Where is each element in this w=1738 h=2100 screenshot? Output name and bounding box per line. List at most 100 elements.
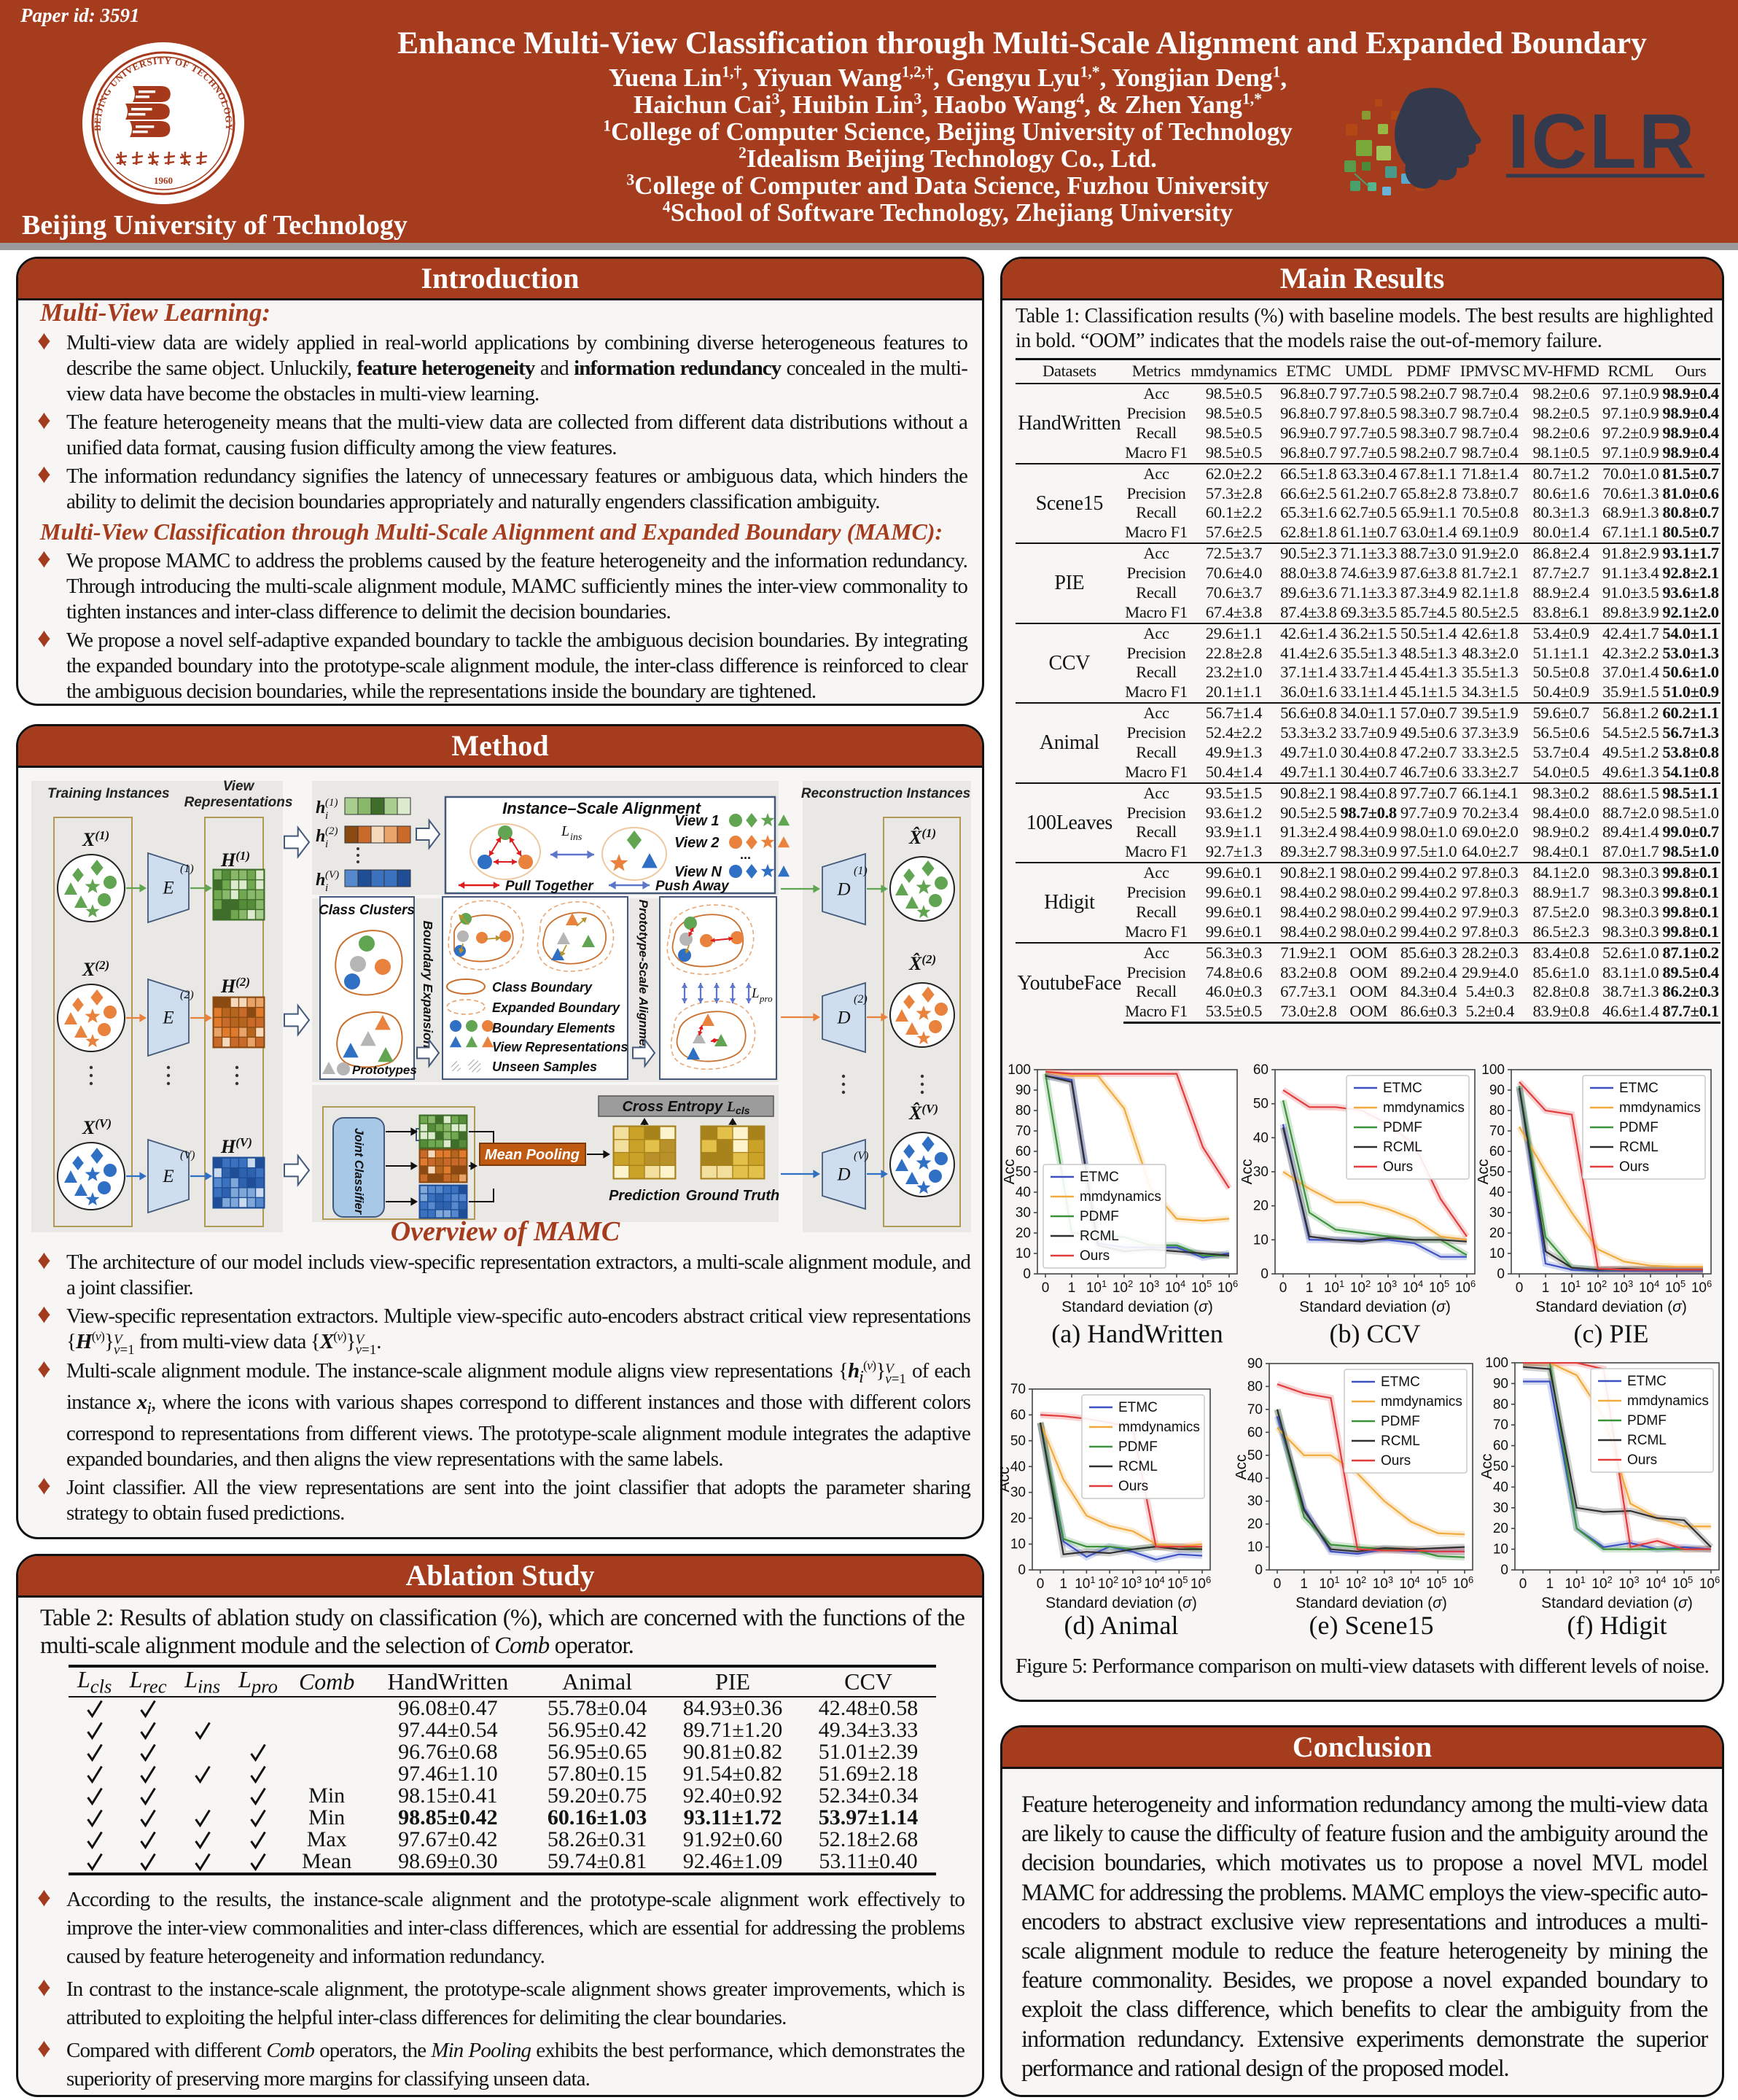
svg-text:Representations: Representations [184,795,293,810]
svg-text:PDMF: PDMF [1627,1413,1667,1428]
svg-text:103: 103 [1373,1574,1393,1592]
svg-text:104: 104 [1144,1574,1164,1592]
svg-text:RCML: RCML [1383,1140,1422,1155]
svg-text:View Representations: View Representations [492,1040,628,1054]
svg-text:102: 102 [1346,1574,1366,1592]
svg-text:RCML: RCML [1080,1229,1119,1244]
svg-text:70: 70 [1493,1418,1508,1433]
svg-text:Pull Together: Pull Together [505,879,594,894]
svg-text:(2): (2) [854,993,868,1006]
svg-text:40: 40 [1010,1459,1026,1474]
svg-text:Reconstruction Instances: Reconstruction Instances [801,786,970,801]
svg-text:ICLR: ICLR [1508,98,1696,184]
svg-text:Standard deviation (σ): Standard deviation (σ) [1045,1595,1197,1611]
svg-text:60: 60 [1489,1144,1505,1159]
svg-text:106: 106 [1453,1574,1473,1592]
svg-text:(1): (1) [180,863,194,875]
svg-text:30: 30 [1253,1164,1269,1180]
svg-text:0: 0 [1260,1267,1269,1282]
svg-text:E: E [162,1167,174,1186]
svg-text:103: 103 [1376,1278,1397,1296]
svg-text:101: 101 [1075,1574,1095,1592]
svg-text:50: 50 [1010,1434,1026,1449]
svg-text:pro: pro [759,993,773,1004]
svg-text:20: 20 [1247,1517,1263,1532]
svg-text:1: 1 [1300,1576,1308,1592]
svg-text:70: 70 [1016,1124,1031,1139]
svg-text:90: 90 [1493,1376,1508,1391]
svg-text:Joint Classifier: Joint Classifier [352,1128,365,1216]
svg-text:Ours: Ours [1619,1159,1649,1175]
svg-text:105: 105 [1426,1574,1446,1592]
svg-text:RCML: RCML [1118,1459,1158,1474]
svg-text:105: 105 [1672,1574,1693,1592]
svg-text:20: 20 [1489,1226,1505,1241]
svg-text:mmdynamics: mmdynamics [1383,1100,1465,1116]
svg-text:106: 106 [1217,1278,1238,1296]
svg-text:30: 30 [1010,1485,1026,1501]
svg-text:h: h [316,798,325,817]
svg-text:Training Instances: Training Instances [47,786,170,801]
svg-text:View 2: View 2 [674,835,720,851]
svg-text:40: 40 [1493,1479,1508,1495]
svg-text:0: 0 [1500,1563,1508,1578]
svg-text:104: 104 [1165,1278,1185,1296]
svg-text:Ground Truth: Ground Truth [686,1188,780,1204]
svg-text:Expanded Boundary: Expanded Boundary [492,1000,620,1015]
svg-text:106: 106 [1699,1574,1720,1592]
svg-text:103: 103 [1613,1278,1633,1296]
svg-text:E: E [162,879,174,898]
svg-text:RCML: RCML [1619,1140,1659,1155]
svg-text:Standard deviation (σ): Standard deviation (σ) [1535,1299,1687,1315]
svg-text:102: 102 [1591,1574,1612,1592]
svg-text:ETMC: ETMC [1383,1081,1422,1096]
svg-text:1960: 1960 [154,175,173,186]
svg-text:90: 90 [1016,1083,1031,1098]
svg-text:70: 70 [1010,1383,1026,1397]
svg-text:Acc: Acc [1000,1466,1013,1492]
svg-text:1: 1 [1542,1280,1550,1296]
svg-text:80: 80 [1493,1397,1508,1412]
svg-text:Standard deviation (σ): Standard deviation (σ) [1299,1299,1451,1315]
svg-text:D: D [836,1008,850,1028]
svg-text:10: 10 [1489,1246,1505,1261]
svg-text:1: 1 [1068,1280,1076,1296]
svg-text:105: 105 [1665,1278,1686,1296]
svg-text:PDMF: PDMF [1080,1209,1119,1224]
svg-text:Prototype-Scale Alignment: Prototype-Scale Alignment [636,900,650,1059]
svg-text:0: 0 [1037,1576,1045,1592]
svg-text:Push Away: Push Away [655,879,730,894]
svg-text:50: 50 [1489,1164,1505,1180]
svg-text:mmdynamics: mmdynamics [1619,1100,1701,1116]
svg-text:90: 90 [1489,1083,1505,1098]
svg-text:Class Boundary: Class Boundary [492,980,593,995]
svg-text:0: 0 [1042,1280,1050,1296]
svg-text:ins: ins [570,832,582,843]
svg-text:0: 0 [1519,1576,1527,1592]
svg-text:D: D [836,1165,850,1185]
svg-text:50: 50 [1247,1448,1263,1463]
svg-text:104: 104 [1399,1574,1419,1592]
svg-text:View N: View N [674,864,722,880]
svg-text:106: 106 [1455,1278,1476,1296]
svg-text:Prototypes: Prototypes [352,1063,417,1077]
svg-text:X(V): X(V) [82,1116,112,1138]
svg-text:10: 10 [1493,1542,1508,1558]
svg-text:90: 90 [1247,1358,1263,1372]
svg-text:60: 60 [1493,1439,1508,1454]
svg-text:mmdynamics: mmdynamics [1118,1420,1200,1435]
svg-text:PDMF: PDMF [1381,1414,1420,1429]
svg-text:ETMC: ETMC [1627,1374,1667,1389]
svg-text:103: 103 [1121,1574,1142,1592]
svg-text:20: 20 [1253,1199,1269,1214]
svg-text:100: 100 [1481,1064,1505,1078]
svg-text:50: 50 [1253,1097,1269,1112]
svg-text:104: 104 [1645,1574,1666,1592]
svg-text:20: 20 [1493,1521,1508,1536]
svg-text:0: 0 [1516,1280,1524,1296]
svg-text:106: 106 [1691,1278,1712,1296]
svg-text:Cross Entropy Lcls: Cross Entropy Lcls [622,1099,749,1116]
svg-text:60: 60 [1010,1407,1026,1423]
svg-text:30: 30 [1489,1205,1505,1221]
svg-text:(V): (V) [180,1149,195,1162]
